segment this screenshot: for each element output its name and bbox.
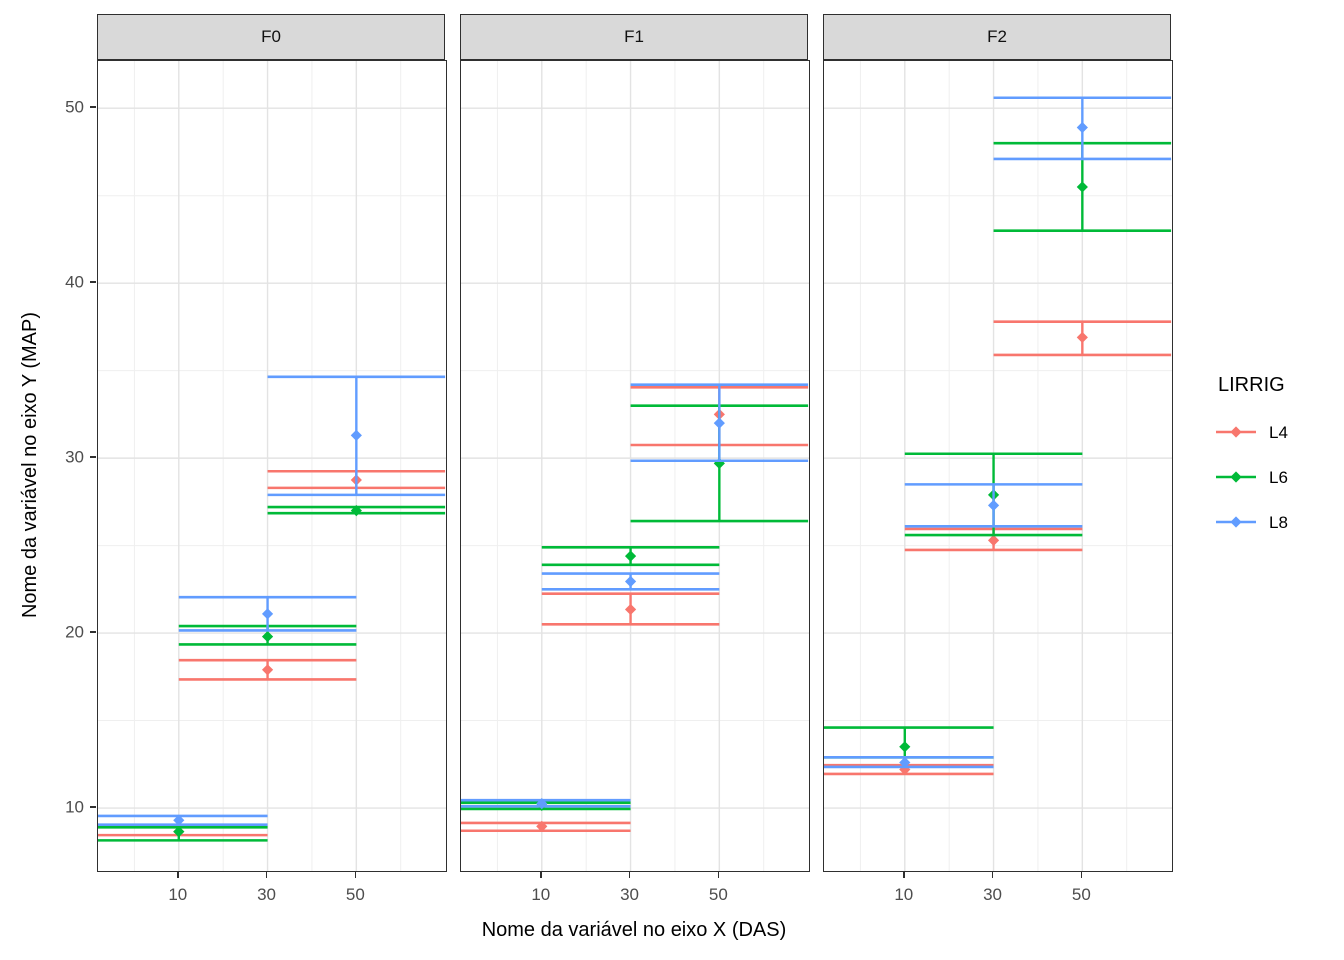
facet-panel-f1: [460, 60, 810, 872]
legend-item-l4: L4: [1216, 421, 1288, 443]
legend-key-pointrange-icon: [1216, 516, 1256, 528]
panel-plot-f0: [98, 61, 446, 871]
legend-title: LIRRIG: [1218, 374, 1285, 396]
x-tick-mark: [354, 871, 357, 878]
legend-item-l6: L6: [1216, 466, 1288, 488]
x-tick-label: 50: [1071, 885, 1091, 904]
legend-items: L4 L6 L8: [1216, 421, 1288, 533]
x-tick-label: 10: [894, 885, 914, 904]
x-tick-mark: [717, 871, 720, 878]
x-tick-mark: [991, 871, 994, 878]
legend-key-point: [1230, 426, 1242, 438]
data-point-l6: [1076, 181, 1088, 193]
facet-panel-f0: [97, 60, 447, 872]
legend-key-pointrange-icon: [1216, 471, 1256, 483]
x-tick-label: 50: [708, 885, 728, 904]
y-tick-label: 30: [65, 447, 84, 467]
x-tick-label: 50: [345, 885, 365, 904]
data-point-l6: [624, 550, 637, 562]
data-point-l6: [173, 826, 185, 838]
data-point-l8: [899, 756, 911, 769]
x-tick-mark: [540, 871, 542, 878]
y-tick-label: 50: [65, 97, 84, 117]
data-point-l4: [624, 603, 637, 616]
data-point-l4: [261, 664, 274, 676]
x-tick-mark: [265, 871, 268, 878]
y-axis-title: Nome da variável no eixo Y (MAP): [19, 311, 41, 619]
x-tick-mark: [1080, 871, 1083, 878]
data-point-l6: [899, 741, 911, 753]
data-point-l8: [173, 814, 185, 826]
x-tick-label: 30: [983, 885, 1003, 904]
facet-strip-f0: F0: [97, 14, 445, 60]
y-tick-mark: [89, 281, 96, 283]
data-point-l8: [536, 798, 548, 810]
x-tick-mark: [628, 871, 631, 878]
legend-key-pointrange-icon: [1216, 426, 1256, 438]
x-axis-title: Nome da variável no eixo X (DAS): [481, 919, 787, 941]
y-tick-label: 10: [65, 797, 84, 817]
legend-key-point: [1230, 471, 1242, 483]
data-point-l8: [713, 417, 725, 429]
x-tick-label: 10: [168, 885, 188, 904]
y-tick-label: 40: [65, 272, 84, 292]
x-tick-label: 10: [531, 885, 551, 904]
legend-label: L4: [1269, 422, 1288, 442]
y-tick-mark: [89, 631, 96, 633]
data-point-l4: [1076, 331, 1088, 344]
data-point-l4: [536, 820, 548, 832]
data-point-l8: [261, 608, 274, 620]
panel-plot-f2: [824, 61, 1172, 871]
data-point-l8: [350, 429, 362, 441]
legend-label: L8: [1269, 512, 1288, 532]
data-point-l8: [1076, 121, 1088, 134]
facet-strip-f1: F1: [460, 14, 808, 60]
facet-strip-f2: F2: [823, 14, 1171, 60]
data-point-l6: [350, 505, 362, 517]
data-point-l4: [987, 534, 1000, 546]
x-tick-mark: [177, 871, 179, 878]
legend-item-l8: L8: [1216, 511, 1288, 533]
facet-panel-f2: [823, 60, 1173, 872]
data-point-l8: [624, 575, 637, 588]
panel-plot-f1: [461, 61, 809, 871]
x-tick-label: 30: [257, 885, 277, 904]
legend-label: L6: [1269, 467, 1288, 487]
y-tick-mark: [89, 456, 96, 458]
data-point-l8: [987, 499, 1000, 511]
x-tick-label: 30: [620, 885, 640, 904]
y-tick-mark: [89, 806, 96, 808]
y-tick-label: 20: [65, 622, 84, 642]
data-point-l6: [261, 630, 274, 643]
x-tick-mark: [903, 871, 905, 878]
y-tick-mark: [89, 106, 96, 108]
legend-key-point: [1230, 516, 1242, 528]
legend: LIRRIG L4 L6 L8: [1216, 374, 1288, 556]
